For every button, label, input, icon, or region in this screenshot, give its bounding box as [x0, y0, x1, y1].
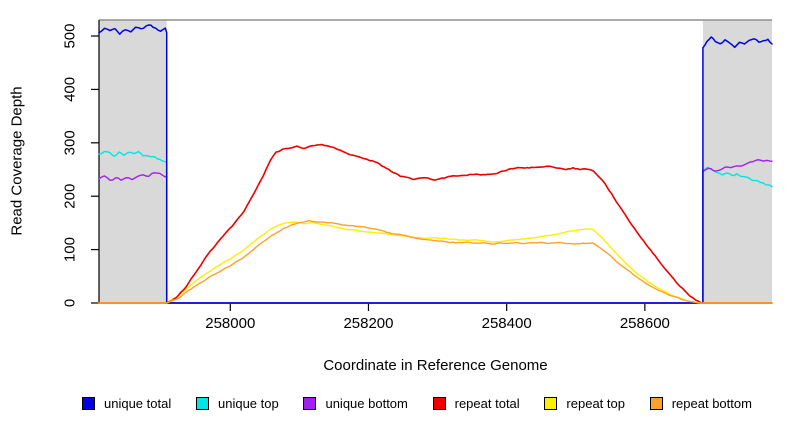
x-tick-label: 258600 [620, 315, 670, 332]
legend-item-repeat-top: repeat top [544, 396, 625, 411]
unique-region-left [99, 20, 167, 303]
legend-label: unique top [217, 396, 279, 411]
y-tick-label: 100 [62, 237, 79, 262]
y-tick-label: 400 [62, 77, 79, 102]
legend-swatch-unique-top [195, 397, 209, 410]
legend-label: unique total [104, 396, 172, 411]
legend-swatch-repeat-total [432, 397, 446, 410]
y-tick-label: 0 [62, 299, 79, 307]
legend-swatch-unique-bottom [303, 397, 317, 410]
y-tick-label: 200 [62, 184, 79, 209]
y-axis-title: Read Coverage Depth [8, 86, 26, 236]
legend-item-unique-total: unique total [82, 396, 171, 411]
x-tick-label: 258000 [205, 315, 255, 332]
x-tick-label: 258400 [482, 315, 532, 332]
series-line-repeat-bottom [98, 219, 773, 304]
x-axis-title: Coordinate in Reference Genome [323, 357, 548, 374]
legend-item-repeat-bottom: repeat bottom [649, 396, 752, 411]
y-tick-label: 300 [62, 130, 79, 155]
legend-swatch-repeat-bottom [649, 397, 663, 410]
legend-item-repeat-total: repeat total [432, 396, 520, 411]
legend-label: unique bottom [325, 396, 408, 411]
unique-region-right [702, 20, 772, 303]
series-line-unique-top [98, 150, 773, 304]
x-tick-label: 258200 [343, 315, 393, 332]
series-line-unique-total [98, 24, 773, 304]
legend-swatch-repeat-top [544, 397, 558, 410]
legend-label: repeat total [454, 396, 520, 411]
legend: unique total unique top unique bottom repea… [82, 396, 752, 411]
legend-label: repeat top [566, 396, 625, 411]
legend-swatch-unique-total [82, 397, 95, 410]
series-line-unique-bottom [98, 158, 773, 304]
legend-item-unique-top: unique top [195, 396, 279, 411]
y-tick-label: 500 [62, 24, 79, 49]
series-line-repeat-total [98, 143, 773, 304]
legend-label: repeat bottom [671, 396, 752, 411]
legend-item-unique-bottom: unique bottom [303, 396, 408, 411]
series-line-repeat-top [98, 221, 773, 304]
